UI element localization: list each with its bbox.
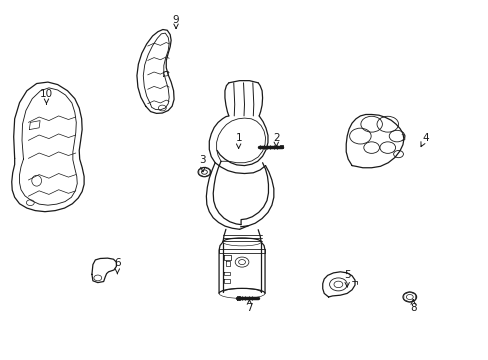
Text: 7: 7 [245, 300, 252, 313]
Text: 6: 6 [114, 258, 121, 274]
Text: 3: 3 [199, 155, 206, 172]
Text: 4: 4 [420, 132, 428, 147]
Text: 9: 9 [172, 15, 179, 28]
Text: 5: 5 [343, 270, 350, 287]
Text: 2: 2 [272, 132, 279, 147]
Text: 8: 8 [409, 300, 416, 313]
Text: 1: 1 [235, 132, 242, 148]
Text: 10: 10 [40, 89, 53, 104]
